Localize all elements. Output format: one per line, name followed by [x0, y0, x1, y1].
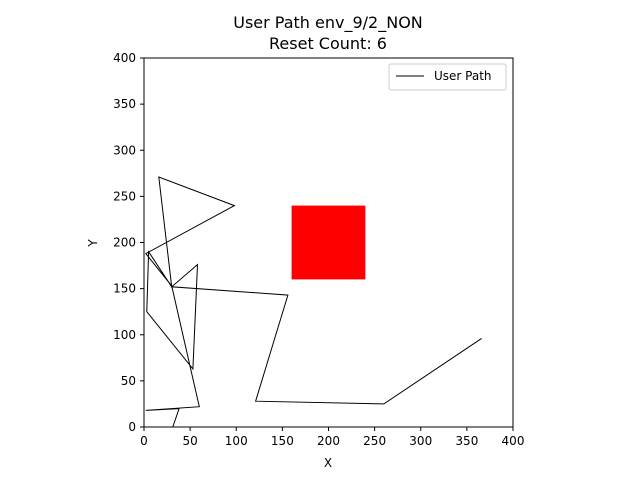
chart-title: User Path env_9/2_NON: [233, 13, 423, 33]
y-tick-label: 200: [113, 236, 136, 250]
y-tick-label: 150: [113, 282, 136, 296]
y-tick-label: 50: [121, 374, 136, 388]
x-axis: 0 50 100 150 200 250 300 350 400: [140, 427, 524, 448]
x-axis-label: X: [324, 456, 332, 470]
y-axis-label: Y: [86, 239, 100, 248]
x-tick-label: 0: [140, 434, 148, 448]
x-tick-label: 350: [455, 434, 478, 448]
legend: User Path: [388, 63, 507, 91]
y-tick-label: 0: [128, 420, 136, 434]
x-tick-label: 150: [271, 434, 294, 448]
y-tick-label: 250: [113, 189, 136, 203]
y-tick-label: 300: [113, 143, 136, 157]
x-tick-label: 200: [317, 434, 340, 448]
x-tick-label: 250: [363, 434, 386, 448]
x-tick-label: 100: [225, 434, 248, 448]
legend-box: [388, 63, 507, 91]
plot-area: [145, 176, 482, 427]
chart-subtitle: Reset Count: 6: [269, 34, 387, 53]
x-tick-label: 50: [182, 434, 197, 448]
x-tick-label: 400: [502, 434, 525, 448]
red-obstacle-square: [291, 205, 366, 280]
y-tick-label: 400: [113, 51, 136, 65]
y-axis: 0 50 100 150 200 250 300 350 400: [113, 51, 144, 434]
y-tick-label: 350: [113, 97, 136, 111]
x-tick-label: 300: [409, 434, 432, 448]
legend-label-user-path: User Path: [434, 69, 492, 83]
user-path-line: [145, 176, 482, 427]
y-tick-label: 100: [113, 328, 136, 342]
